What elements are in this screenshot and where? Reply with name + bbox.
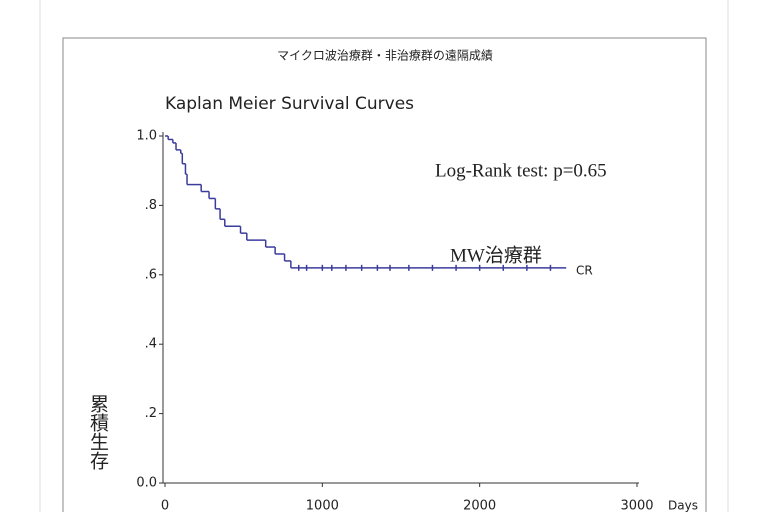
figure-frame [62, 37, 707, 512]
series-label: MW治療群 [450, 244, 542, 266]
x-tick-label: 1000 [306, 499, 339, 512]
annotation: CR [576, 264, 593, 278]
chart-title: マイクロ波治療群・非治療群の遠隔成績 [277, 49, 493, 63]
x-tick-label: 3000 [620, 499, 653, 512]
y-axis-label: 累積生存 [87, 394, 109, 470]
x-tick-label: 2000 [463, 499, 496, 512]
y-tick-label: 1.0 [136, 129, 157, 144]
y-tick-label: .2 [145, 406, 157, 421]
chart-subtitle: Kaplan Meier Survival Curves [165, 94, 414, 114]
x-axis-label: Days [668, 499, 698, 512]
x-tick-label: 0 [161, 499, 169, 512]
y-tick-label: 0.0 [136, 476, 157, 491]
y-tick-label: .4 [145, 337, 157, 352]
y-tick-label: .8 [145, 198, 157, 213]
y-tick-label: .6 [145, 267, 157, 282]
annotation: Log-Rank test: p=0.65 [435, 160, 607, 181]
